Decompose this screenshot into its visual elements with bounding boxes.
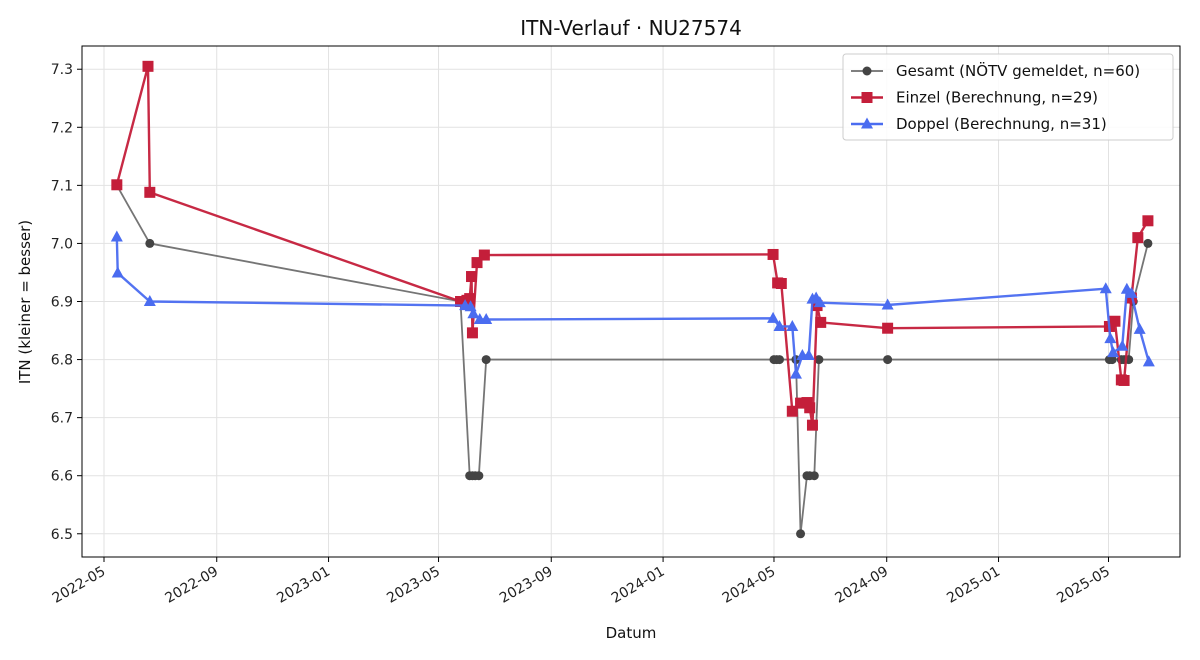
data-point xyxy=(1142,355,1155,367)
legend-label: Doppel (Berechnung, n=31) xyxy=(896,115,1107,133)
data-point xyxy=(786,405,798,417)
data-point xyxy=(1099,282,1112,294)
data-point xyxy=(467,307,480,319)
data-point xyxy=(773,319,786,331)
x-tick-label: 2025-01 xyxy=(944,564,1003,607)
x-tick-label: 2023-05 xyxy=(384,564,443,607)
data-point xyxy=(464,293,476,305)
data-point xyxy=(813,296,826,308)
data-point xyxy=(1107,346,1120,358)
legend-item: Doppel (Berechnung, n=31) xyxy=(851,115,1107,133)
data-point xyxy=(481,355,491,365)
data-point xyxy=(802,349,815,361)
data-point xyxy=(789,367,802,379)
y-axis-title: ITN (kleiner = besser) xyxy=(16,220,34,384)
x-axis-title: Datum xyxy=(606,624,657,642)
data-point xyxy=(143,295,156,306)
data-point xyxy=(774,355,784,365)
data-point xyxy=(1109,315,1121,327)
data-point xyxy=(767,248,779,260)
legend-item: Einzel (Berechnung, n=29) xyxy=(851,89,1098,107)
x-tick-label: 2024-09 xyxy=(832,564,891,607)
y-tick-label: 7.2 xyxy=(51,120,73,136)
legend-marker xyxy=(862,66,872,76)
data-point xyxy=(142,60,154,72)
data-point xyxy=(1133,322,1146,334)
data-point xyxy=(111,266,124,278)
data-point xyxy=(1116,339,1129,351)
data-point xyxy=(881,298,894,310)
chart-title: ITN-Verlauf · NU27574 xyxy=(520,16,742,40)
legend-marker xyxy=(861,117,873,129)
series-line xyxy=(115,237,1150,376)
data-point xyxy=(814,355,824,365)
x-tick-label: 2024-05 xyxy=(720,564,779,607)
data-point xyxy=(1142,215,1154,227)
data-point xyxy=(111,179,123,191)
legend: Gesamt (NÖTV gemeldet, n=60) Einzel (Bere… xyxy=(842,53,1174,141)
data-point xyxy=(1107,355,1117,365)
data-point xyxy=(1132,232,1144,244)
y-tick-label: 6.5 xyxy=(51,527,73,543)
data-point xyxy=(1104,332,1117,344)
data-point xyxy=(1125,286,1138,298)
data-point xyxy=(455,296,467,307)
legend-box xyxy=(842,53,1174,141)
y-tick-label: 6.9 xyxy=(51,295,73,311)
data-point xyxy=(775,277,787,289)
series-layer xyxy=(110,60,1155,539)
data-point xyxy=(806,419,818,431)
data-point xyxy=(466,271,478,283)
data-point xyxy=(883,355,893,365)
legend-label: Gesamt (NÖTV gemeldet, n=60) xyxy=(896,61,1140,80)
data-point xyxy=(1118,374,1130,386)
data-point xyxy=(815,316,827,328)
data-point xyxy=(480,313,493,325)
y-tick-label: 6.7 xyxy=(51,411,73,427)
data-point xyxy=(809,471,819,481)
data-point xyxy=(144,186,156,198)
series-triangle xyxy=(110,230,1155,379)
x-tick-label: 2023-01 xyxy=(274,564,333,607)
x-tick-label: 2025-05 xyxy=(1054,564,1113,607)
data-point xyxy=(804,402,816,414)
x-axis: 2022-05 2022-09 2023-01 2023-05 2023-09 2024-… xyxy=(50,557,1113,607)
data-point xyxy=(795,397,807,409)
y-tick-label: 7.1 xyxy=(51,178,73,194)
y-tick-label: 7.0 xyxy=(51,236,73,252)
data-point xyxy=(145,238,155,248)
y-tick-label: 6.8 xyxy=(51,353,73,369)
y-tick-label: 7.3 xyxy=(51,62,73,78)
x-tick-label: 2024-01 xyxy=(609,564,668,607)
data-point xyxy=(478,249,490,261)
legend-marker xyxy=(861,92,873,103)
x-tick-label: 2022-09 xyxy=(162,564,221,607)
data-point xyxy=(466,327,478,339)
x-tick-label: 2023-09 xyxy=(497,564,556,607)
y-axis: 6.5 6.6 6.7 6.8 6.9 7.0 7.1 7.2 7.3 xyxy=(51,62,82,543)
data-point xyxy=(471,257,483,269)
legend-item: Gesamt (NÖTV gemeldet, n=60) xyxy=(851,61,1140,80)
y-tick-label: 6.6 xyxy=(51,469,73,485)
data-point xyxy=(474,471,484,481)
x-tick-label: 2022-05 xyxy=(50,564,109,607)
data-point xyxy=(882,322,894,334)
data-point xyxy=(786,319,799,331)
data-point xyxy=(110,230,123,242)
data-point xyxy=(767,311,780,323)
legend-label: Einzel (Berechnung, n=29) xyxy=(896,89,1098,107)
data-point xyxy=(1143,238,1153,248)
data-point xyxy=(796,529,806,539)
